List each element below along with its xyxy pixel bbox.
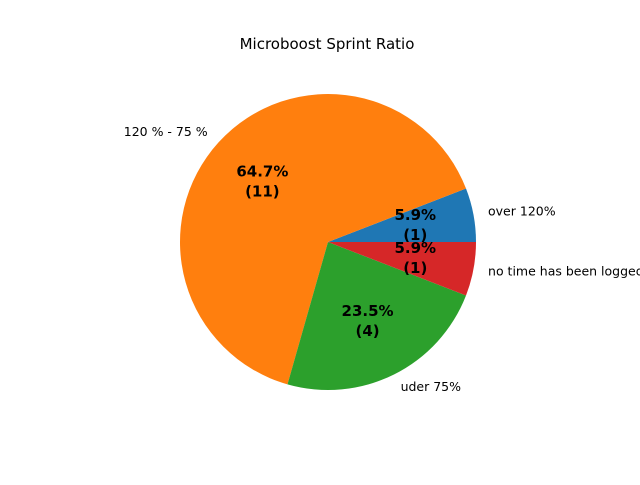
slice-percent-uder-75: 23.5%: [342, 302, 394, 320]
slice-label-120-75: 120 % - 75 %: [124, 124, 208, 139]
slice-count-over-120: (1): [403, 226, 427, 244]
slice-percent-no-time-has-been-logged: 5.9%: [394, 239, 436, 257]
slice-percent-over-120: 5.9%: [394, 206, 436, 224]
slice-count-no-time-has-been-logged: (1): [403, 259, 427, 277]
slice-label-uder-75: uder 75%: [401, 379, 462, 394]
pie-labels: over 120%5.9%(1)120 % - 75 %64.7%(11)ude…: [124, 124, 640, 394]
pie-slice-120-75: [180, 94, 467, 385]
slice-percent-120-75: 64.7%: [236, 163, 288, 181]
pie-slice-uder-75: [287, 242, 467, 390]
slice-label-over-120: over 120%: [488, 204, 556, 219]
pie-slices: [180, 94, 476, 390]
slice-count-120-75: (11): [245, 183, 280, 201]
pie-slice-no-time-has-been-logged: [328, 242, 476, 296]
chart-title: Microboost Sprint Ratio: [240, 35, 415, 53]
pie-slice-over-120: [328, 188, 476, 242]
slice-count-uder-75: (4): [356, 322, 380, 340]
slice-label-no-time-has-been-logged: no time has been logged: [488, 263, 640, 278]
